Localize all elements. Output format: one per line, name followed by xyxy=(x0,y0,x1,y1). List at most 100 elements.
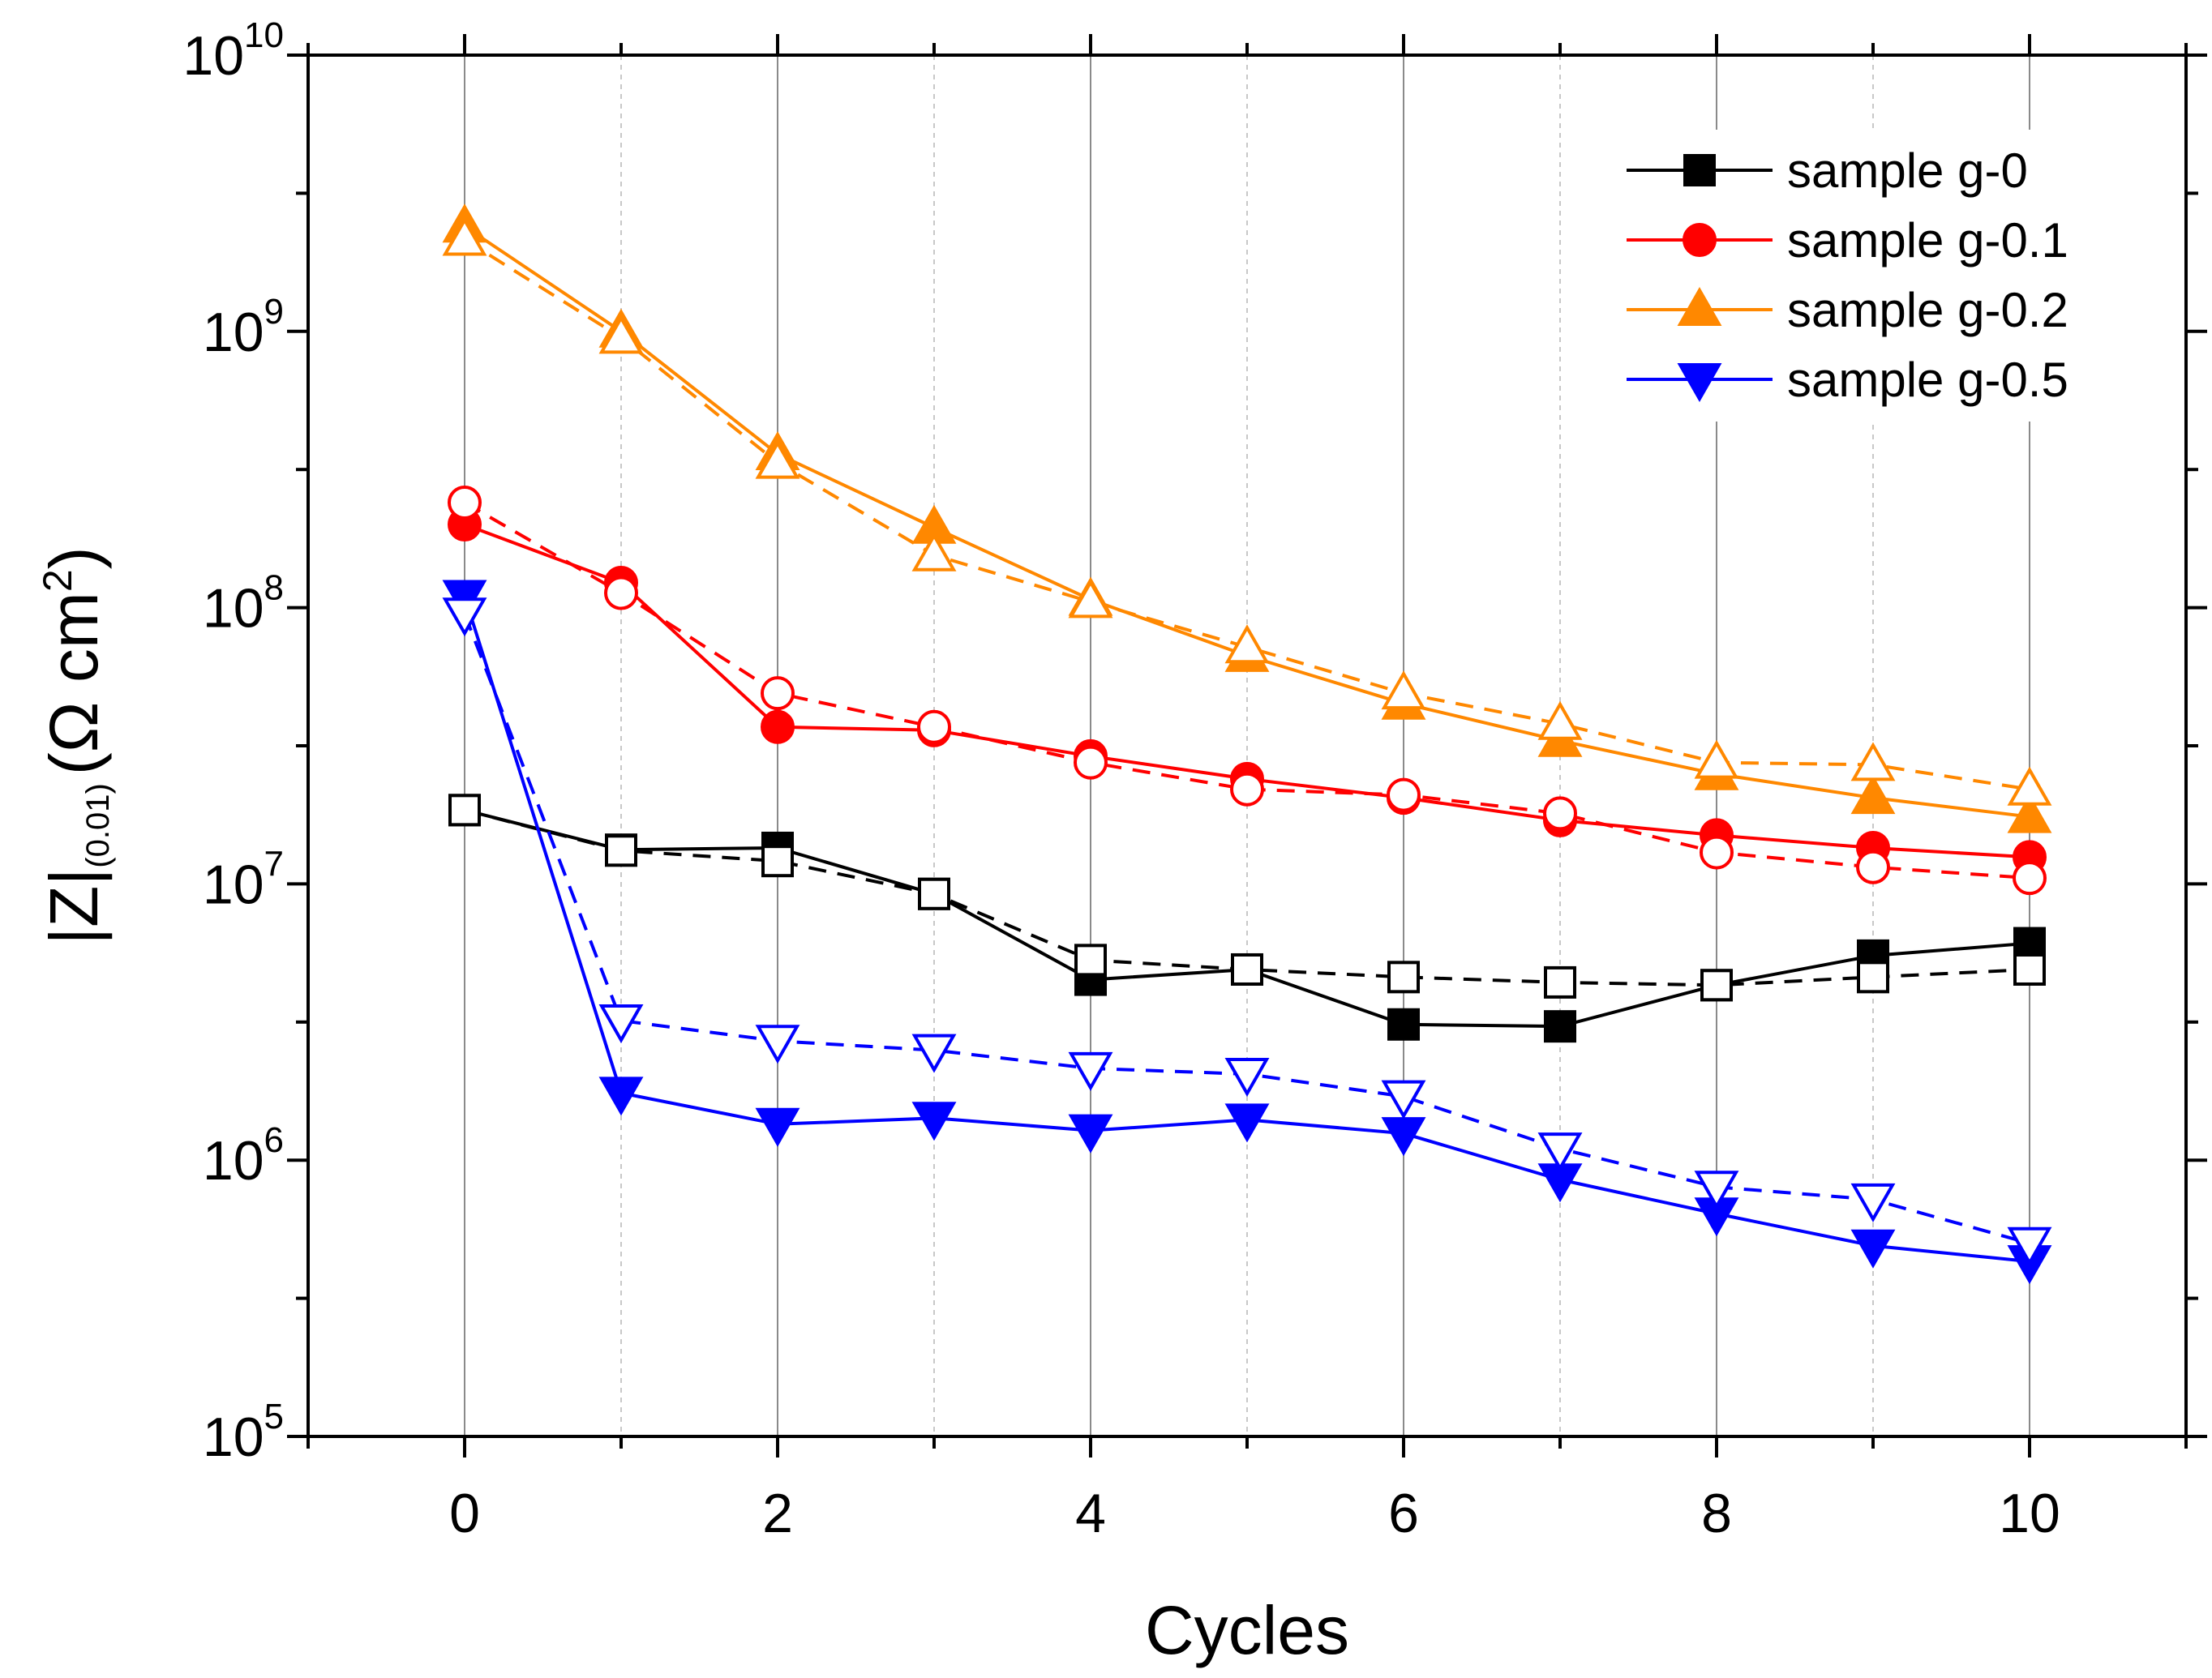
data-point xyxy=(1544,1010,1576,1043)
y-title-subscript: (0.01) xyxy=(80,783,116,868)
y-tick-exponent: 9 xyxy=(264,292,284,332)
x-tick-label: 6 xyxy=(1388,1483,1419,1544)
data-point xyxy=(761,709,795,744)
data-point-open xyxy=(605,834,637,867)
data-point-open xyxy=(1068,1051,1113,1091)
data-point xyxy=(1850,775,1896,815)
legend-label: sample g-0.5 xyxy=(1787,353,2068,407)
data-point-open xyxy=(598,315,644,354)
legend-label: sample g-0 xyxy=(1787,143,2028,198)
data-point-open xyxy=(604,576,638,610)
data-point-open xyxy=(1224,1057,1270,1097)
legend-label: sample g-0.2 xyxy=(1787,283,2068,337)
data-point-open xyxy=(1387,777,1421,812)
legend-marker xyxy=(1677,286,1722,326)
series-sample-g-0 xyxy=(448,794,2046,1043)
legend-entry: sample g-0.2 xyxy=(1627,283,2068,337)
data-point-open xyxy=(442,597,487,637)
y-tick-label: 107 xyxy=(203,844,284,915)
y-tick-label: 1010 xyxy=(182,15,284,87)
y-tick-base: 10 xyxy=(182,25,244,87)
y-tick-base: 10 xyxy=(203,1130,264,1192)
data-point-open xyxy=(1543,796,1577,831)
y-tick-exponent: 10 xyxy=(244,15,284,55)
data-point-open xyxy=(1537,1132,1583,1172)
x-tick-label: 0 xyxy=(449,1483,480,1544)
legend-marker xyxy=(1683,223,1717,257)
data-point-open xyxy=(755,1025,800,1064)
y-title-main: |Z| xyxy=(36,868,112,945)
data-point-open xyxy=(1544,965,1576,999)
data-point-open xyxy=(2013,861,2047,896)
legend-entry: sample g-0 xyxy=(1627,143,2028,198)
data-point-open xyxy=(918,877,950,910)
legend-entry: sample g-0.5 xyxy=(1627,353,2068,407)
y-tick-exponent: 6 xyxy=(264,1120,284,1160)
data-point-open xyxy=(1694,1171,1739,1210)
data-point xyxy=(1068,1114,1113,1154)
y-tick-base: 10 xyxy=(203,1406,264,1468)
data-point-open xyxy=(598,1004,644,1044)
y-tick-base: 10 xyxy=(203,302,264,363)
data-point xyxy=(911,1102,957,1141)
data-point-open xyxy=(1381,670,1426,710)
y-tick-label: 108 xyxy=(203,568,284,640)
y-tick-label: 106 xyxy=(203,1120,284,1192)
data-point-open xyxy=(911,532,957,571)
series-line-dashed xyxy=(463,501,2030,880)
x-tick-label: 2 xyxy=(762,1483,793,1544)
data-point-open xyxy=(1224,624,1270,664)
data-point-open xyxy=(1068,579,1113,619)
x-axis-title: Cycles xyxy=(1145,1592,1349,1668)
y-tick-exponent: 7 xyxy=(264,844,284,884)
series-layer xyxy=(442,203,2052,1285)
data-point-open xyxy=(755,439,800,479)
data-point-open xyxy=(761,676,795,711)
data-point-open xyxy=(1074,745,1108,780)
data-point-open xyxy=(761,845,794,878)
legend-entry: sample g-0.1 xyxy=(1627,213,2068,268)
y-title-unit-close: ) xyxy=(36,546,112,569)
y-title-unit: (Ω cm xyxy=(36,592,112,775)
y-tick-exponent: 5 xyxy=(264,1397,284,1436)
data-point-open xyxy=(442,216,487,256)
data-point-open xyxy=(1230,772,1264,807)
data-point-open xyxy=(1857,961,1889,994)
series-line xyxy=(463,595,2030,1264)
data-point-open xyxy=(2007,1226,2052,1266)
data-point-open xyxy=(448,486,482,520)
data-point-open xyxy=(1850,742,1896,781)
data-point-open xyxy=(1856,850,1890,884)
data-point-open xyxy=(1231,952,1263,986)
ticks xyxy=(287,34,2207,1458)
x-tick-label: 4 xyxy=(1075,1483,1106,1544)
y-tick-label: 109 xyxy=(203,292,284,363)
data-point-open xyxy=(2013,952,2046,986)
y-tick-exponent: 8 xyxy=(264,568,284,608)
series-sample-g-05 xyxy=(442,580,2052,1285)
legend: sample g-0 sample g-0.1 sample g-0.2 sample… xyxy=(1614,130,2149,422)
series-sample-g-02 xyxy=(442,203,2052,833)
legend-label: sample g-0.1 xyxy=(1787,213,2068,268)
y-title-superscript: 2 xyxy=(35,569,80,592)
data-point-open xyxy=(448,794,481,827)
data-point xyxy=(2007,794,2052,833)
data-point-open xyxy=(1700,969,1733,1002)
y-axis-title: |Z|(0.01) (Ω cm2) xyxy=(35,546,116,944)
legend-marker xyxy=(1677,363,1722,403)
data-point xyxy=(755,1107,800,1147)
data-point-open xyxy=(2007,766,2052,806)
series-sample-g-01 xyxy=(448,486,2047,896)
x-tick-label: 10 xyxy=(1999,1483,2060,1544)
data-point-open xyxy=(1700,835,1734,870)
x-tick-label: 8 xyxy=(1701,1483,1732,1544)
data-point xyxy=(1850,1229,1896,1269)
y-tick-label: 105 xyxy=(203,1397,284,1468)
data-point-open xyxy=(1850,1183,1896,1222)
data-point-open xyxy=(917,709,951,744)
data-point-open xyxy=(1694,739,1739,779)
data-point-open xyxy=(1387,961,1420,994)
y-tick-base: 10 xyxy=(203,578,264,640)
